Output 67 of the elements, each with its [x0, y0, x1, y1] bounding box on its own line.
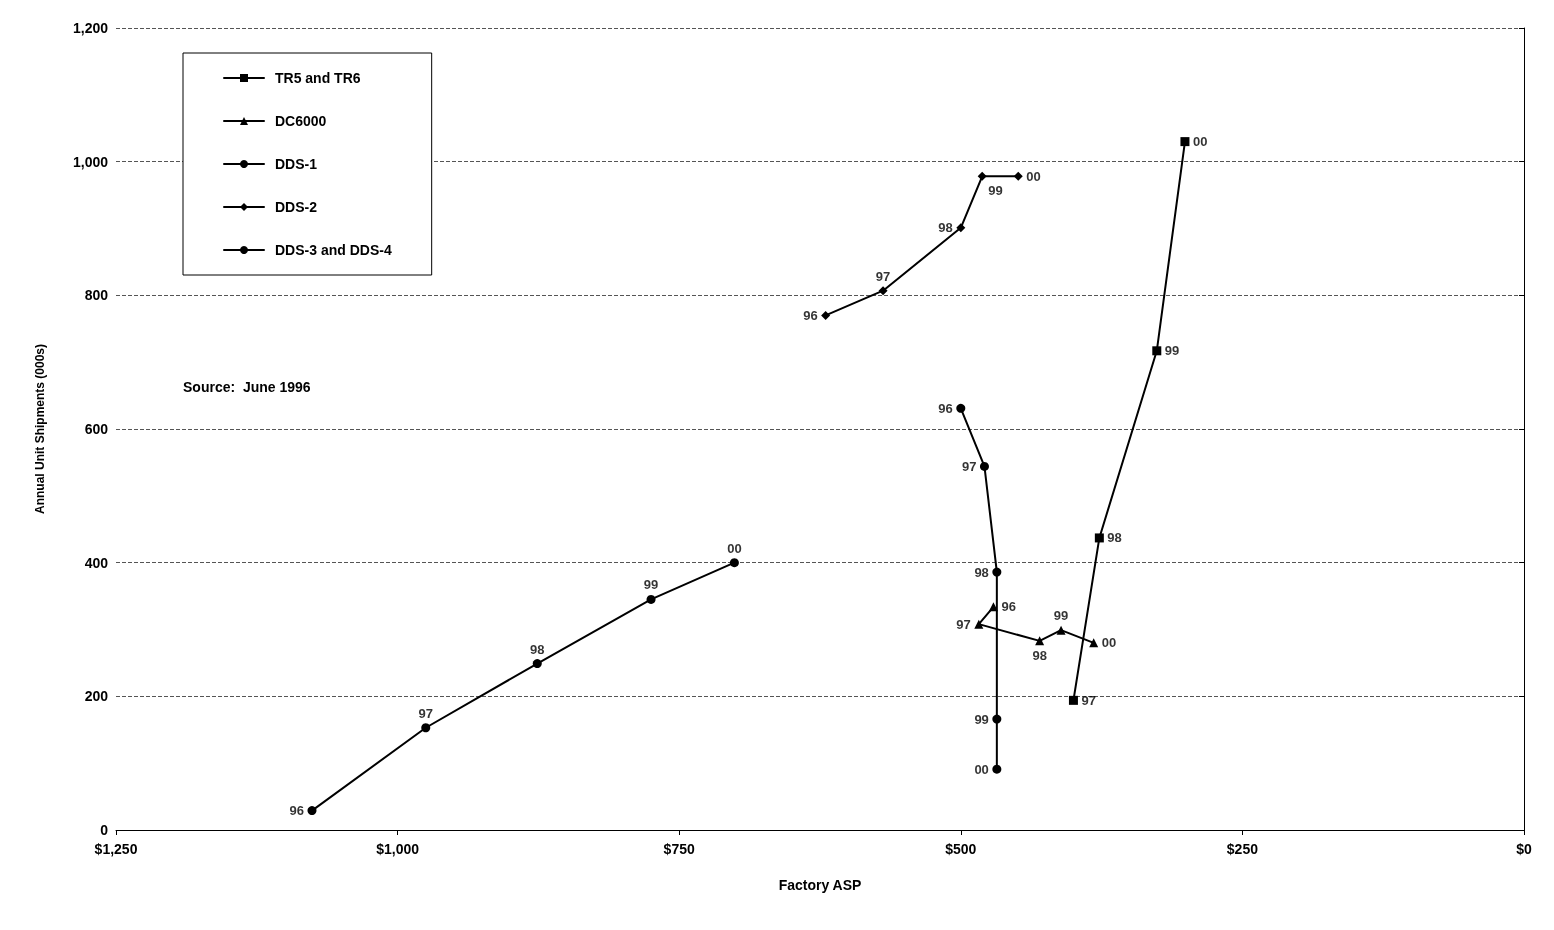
y-tick-label: 200	[84, 688, 109, 705]
x-tick-label: $500	[945, 841, 977, 857]
point	[974, 619, 984, 629]
annotation: 99	[988, 183, 1003, 199]
legend-label: DDS-2	[275, 199, 318, 215]
annotation: 96	[803, 307, 818, 323]
point	[992, 714, 1002, 724]
x-tick-label: $1,250	[94, 841, 138, 857]
legend-label: TR5 and TR6	[275, 70, 361, 86]
point	[956, 403, 966, 413]
point	[1152, 346, 1162, 356]
annotation: 97	[961, 458, 977, 474]
annotation: 98	[938, 220, 953, 236]
legend-label: DDS-3 and DDS-4	[275, 242, 392, 258]
point	[1180, 137, 1190, 147]
annotation: 98	[974, 564, 989, 580]
annotation: 98	[530, 641, 545, 657]
legend-label: DDS-1	[275, 156, 318, 172]
point	[992, 764, 1002, 774]
y-tick-label: 600	[84, 421, 109, 437]
point	[979, 461, 989, 471]
point	[992, 567, 1002, 577]
annotation: Source: June 1996	[183, 379, 311, 395]
point	[977, 171, 987, 181]
annotation: 00	[727, 540, 742, 556]
annotation: 98	[1032, 647, 1047, 663]
annotation: 97	[956, 616, 971, 632]
annotation: 00	[1192, 134, 1208, 150]
annotation: 00	[1026, 168, 1041, 184]
point	[1094, 533, 1104, 543]
point	[729, 558, 739, 568]
annotation: 99	[974, 711, 989, 727]
point	[878, 286, 888, 296]
y-tick-label: 1,000	[72, 153, 109, 170]
point	[646, 594, 656, 604]
annotation: 97	[1081, 692, 1096, 708]
y-tick-label: 400	[84, 554, 109, 571]
annotation: 99	[1053, 608, 1069, 624]
y-tick-label: 1,200	[72, 20, 109, 36]
point	[1056, 625, 1066, 635]
point	[532, 659, 542, 669]
y-axis-title: Annual Unit Shipments (000s)	[33, 343, 47, 515]
annotation: 98	[1107, 530, 1122, 546]
point	[956, 223, 966, 233]
point	[307, 806, 317, 816]
x-axis-title: Factory ASP	[778, 877, 862, 893]
legend-label: DC6000	[275, 113, 327, 129]
annotation: 96	[938, 400, 953, 416]
annotation: 99	[643, 577, 659, 593]
point	[821, 310, 831, 320]
x-tick-label: $0	[1516, 841, 1532, 857]
annotation: 00	[974, 761, 989, 777]
annotation: 96	[1001, 599, 1016, 615]
y-tick-label: 800	[84, 287, 109, 304]
annotation: 96	[289, 803, 304, 819]
annotation: 00	[1101, 635, 1117, 651]
annotation: 97	[418, 705, 433, 721]
annotation: 97	[875, 268, 891, 284]
x-tick-label: $250	[1226, 841, 1259, 857]
x-tick-label: $1,000	[376, 841, 420, 857]
annotation: 99	[1164, 343, 1180, 359]
point	[421, 723, 431, 733]
y-tick-label: 0	[100, 822, 109, 838]
x-tick-label: $750	[663, 841, 695, 857]
point	[988, 602, 998, 612]
point	[1068, 695, 1078, 705]
point	[1013, 171, 1023, 181]
